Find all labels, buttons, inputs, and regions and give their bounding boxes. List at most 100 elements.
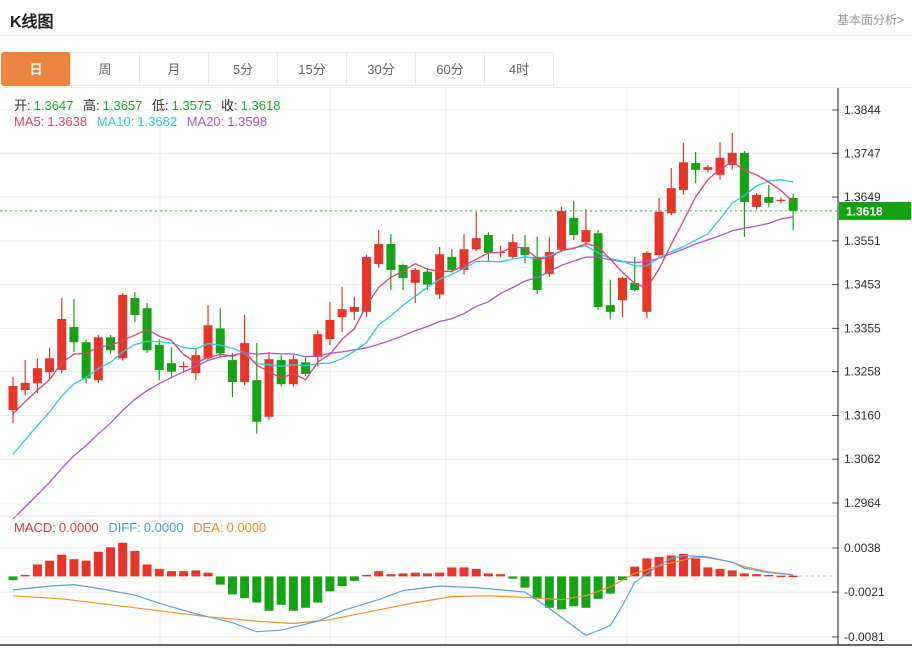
- y-axis-label: 1.3844: [844, 103, 881, 117]
- candle-body: [349, 306, 359, 312]
- ma20-value: 1.3598: [227, 114, 268, 129]
- candle-body: [179, 365, 189, 368]
- fundamental-analysis-link[interactable]: 基本面分析>: [836, 13, 904, 27]
- tab-weekly[interactable]: 周: [70, 52, 140, 86]
- tab-60min[interactable]: 60分: [415, 52, 485, 86]
- tab-30min[interactable]: 30分: [346, 52, 416, 86]
- kline-chart[interactable]: 1.3844 1.3747 1.3649 1.3551 1.3453 1.3355 1.32…: [0, 88, 912, 650]
- macd-histogram-bar: [264, 576, 274, 611]
- tab-4hour[interactable]: 4时: [484, 52, 554, 86]
- candle-body: [252, 380, 262, 422]
- ohlc-readout: 开: 1.3647 高: 1.3657 低: 1.3575 收: 1.3618: [14, 95, 286, 114]
- candle-body: [654, 211, 664, 256]
- candle-body: [739, 152, 749, 202]
- macd-histogram-bar: [752, 574, 762, 577]
- macd-histogram-bar: [301, 576, 311, 608]
- candle-body: [422, 271, 432, 285]
- y-axis-label: 1.3258: [844, 365, 881, 379]
- candle-body: [715, 157, 725, 175]
- macd-histogram-bar: [106, 547, 116, 577]
- tab-5min[interactable]: 5分: [208, 52, 278, 86]
- tab-daily[interactable]: 日: [1, 52, 71, 86]
- tab-bar-underline: [0, 87, 912, 88]
- y-axis-label: 1.2964: [844, 496, 881, 510]
- candle-body: [166, 363, 176, 372]
- y-axis-label: 1.3551: [844, 234, 881, 248]
- y-axis-label: 1.3160: [844, 408, 881, 422]
- macd-histogram-bar: [666, 555, 676, 577]
- open-value: 1.3647: [33, 98, 74, 113]
- candle-body: [154, 344, 164, 370]
- tab-15min[interactable]: 15分: [277, 52, 347, 86]
- macd-histogram-bar: [581, 576, 591, 608]
- candle-body: [435, 254, 445, 295]
- macd-histogram-bar: [203, 572, 213, 577]
- macd-label: MACD:: [14, 520, 56, 535]
- high-label: 高:: [83, 98, 100, 113]
- candle-body: [93, 337, 103, 381]
- candle-body: [410, 269, 420, 283]
- candle-body: [337, 309, 347, 318]
- macd-histogram-bar: [788, 575, 798, 578]
- macd-histogram-bar: [508, 576, 518, 579]
- macd-histogram-bar: [166, 571, 176, 577]
- current-price-tag: [839, 201, 911, 220]
- macd-histogram-bar: [569, 576, 579, 607]
- candle-body: [301, 362, 311, 374]
- close-label: 收:: [221, 98, 238, 113]
- candle-body: [483, 235, 493, 253]
- macd-histogram-bar: [32, 564, 42, 577]
- y-axis-label: 1.3453: [844, 278, 881, 292]
- header: K线图 基本面分析>: [0, 0, 912, 35]
- macd-histogram-bar: [362, 574, 372, 577]
- diff-label: DIFF:: [108, 520, 141, 535]
- macd-histogram-bar: [130, 550, 140, 577]
- ma10-line: [12, 179, 794, 455]
- macd-y-axis-label: -0.0021: [844, 585, 885, 599]
- candle-body: [215, 328, 225, 354]
- title-separator: [0, 35, 912, 36]
- macd-histogram-bar: [715, 568, 725, 577]
- candle-body: [325, 319, 335, 340]
- macd-histogram-bar: [179, 571, 189, 577]
- ma10-value: 1.3682: [137, 114, 178, 129]
- candle-body: [605, 305, 615, 312]
- macd-histogram-bar: [544, 576, 554, 608]
- ma5-label: MA5:: [14, 114, 45, 129]
- close-value: 1.3618: [240, 98, 281, 113]
- y-axis-label: 1.3355: [844, 321, 881, 335]
- candle-body: [32, 368, 42, 384]
- macd-histogram-bar: [288, 576, 298, 611]
- candle-body: [106, 337, 116, 351]
- macd-histogram-bar: [593, 576, 603, 599]
- macd-histogram-bar: [8, 576, 18, 581]
- y-axis-label: 1.3747: [844, 146, 881, 160]
- macd-histogram-bar: [691, 558, 701, 577]
- macd-value: 0.0000: [58, 520, 99, 535]
- macd-histogram-bar: [325, 576, 335, 592]
- macd-histogram-bar: [483, 573, 493, 577]
- macd-histogram-bar: [227, 576, 237, 595]
- candle-body: [81, 342, 91, 379]
- candle-body: [544, 252, 554, 274]
- macd-histogram-bar: [374, 571, 384, 577]
- candle-body: [642, 252, 652, 312]
- ma20-label: MA20:: [186, 114, 225, 129]
- macd-histogram-bar: [422, 573, 432, 577]
- diff-value: 0.0000: [143, 520, 184, 535]
- tab-monthly[interactable]: 月: [139, 52, 209, 86]
- macd-y-axis-label: -0.0081: [844, 630, 885, 644]
- candle-body: [630, 282, 640, 290]
- candle-body: [69, 327, 79, 343]
- macd-histogram-bar: [69, 559, 79, 577]
- candle-body: [520, 247, 530, 256]
- macd-histogram-bar: [142, 564, 152, 577]
- candle-body: [666, 188, 676, 214]
- candle-body: [508, 242, 518, 257]
- candle-body: [45, 358, 55, 373]
- candle-body: [57, 319, 67, 370]
- candle-body: [386, 243, 396, 270]
- candle-body: [447, 256, 457, 270]
- candle-body: [8, 385, 18, 411]
- macd-histogram-bar: [520, 576, 530, 588]
